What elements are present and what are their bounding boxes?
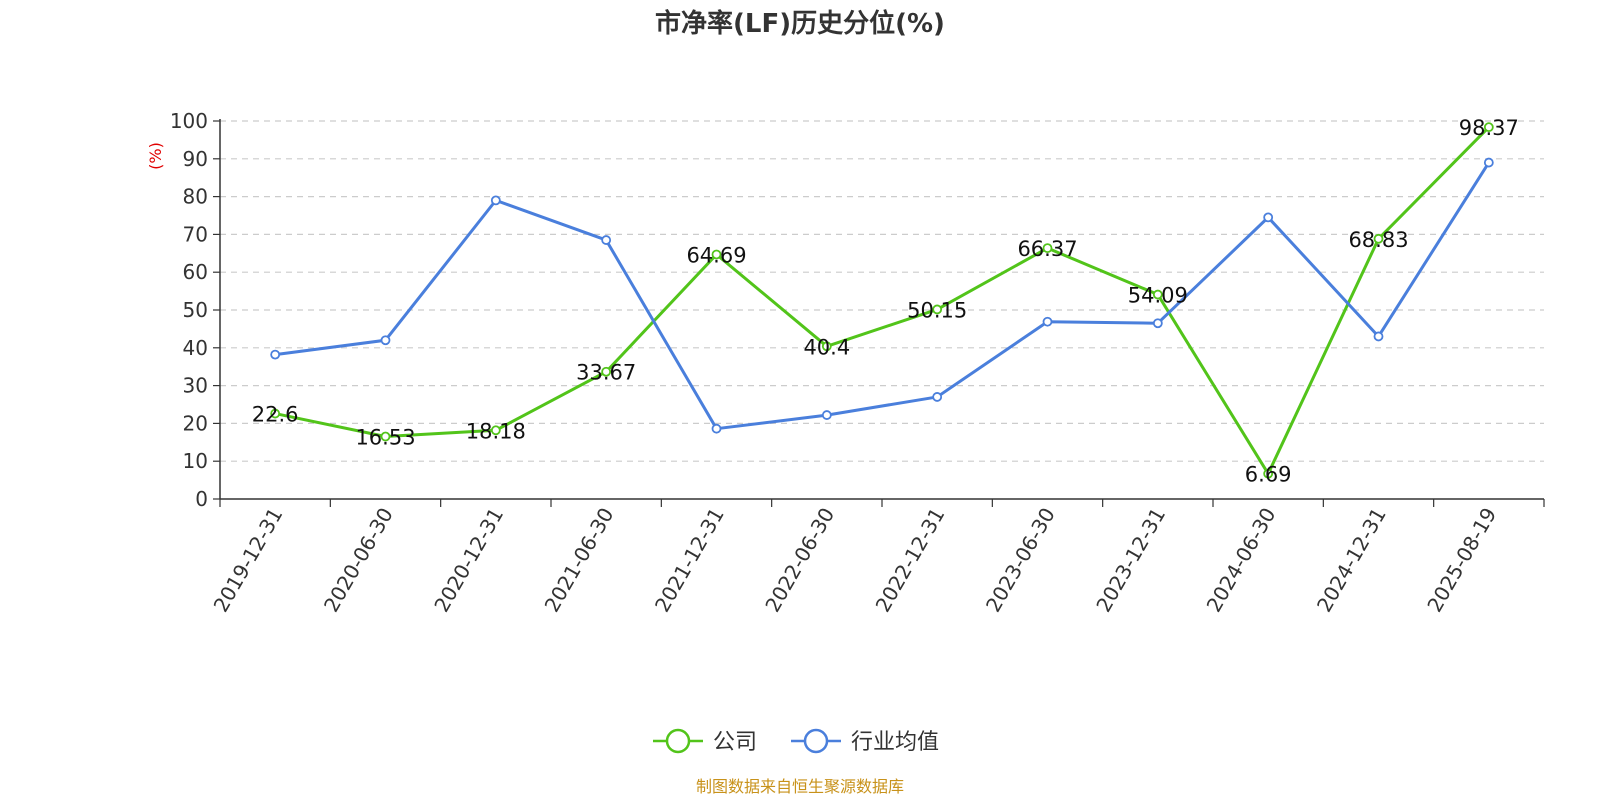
data-point-series-0[interactable] [380, 431, 391, 442]
y-axis-unit-label: (%) [146, 142, 165, 170]
y-tick-label: 100 [170, 109, 208, 133]
data-label: 66.37 [1017, 237, 1077, 261]
y-tick-label: 90 [183, 147, 208, 171]
data-label: 18.18 [466, 419, 526, 443]
legend-item-1[interactable]: 行业均值 [791, 728, 939, 755]
legend[interactable]: 公司 行业均值 [653, 728, 939, 755]
y-tick-label: 20 [183, 411, 208, 435]
x-tick-label: 2023-12-31 [1091, 504, 1170, 617]
x-tick-label: 2020-06-30 [319, 504, 398, 617]
y-tick-label: 0 [195, 487, 208, 511]
data-point-series-1[interactable] [711, 423, 722, 434]
data-point-series-1[interactable] [270, 349, 281, 360]
gridlines [220, 120, 1544, 462]
x-tick-label: 2023-06-30 [981, 504, 1060, 617]
y-tick-label: 30 [183, 374, 208, 398]
data-label: 98.37 [1459, 116, 1519, 140]
chart-title: 市净率(LF)历史分位(%) [655, 8, 945, 39]
axes: 0 10 20 30 40 50 60 70 80 90 100 2019-12-31 2020-06-… [170, 109, 1545, 617]
x-tick-label: 2024-12-31 [1312, 504, 1391, 617]
series-line-1 [274, 161, 1491, 431]
series-lines [270, 122, 1494, 479]
legend-circle-icon [665, 728, 691, 754]
data-point-series-0[interactable] [601, 366, 612, 377]
data-label: 64.69 [686, 243, 746, 267]
data-label: 50.15 [907, 298, 967, 322]
data-point-series-0[interactable] [932, 304, 943, 315]
data-label: 33.67 [576, 361, 636, 385]
data-label: 68.83 [1348, 228, 1408, 252]
data-point-series-0[interactable] [1263, 468, 1274, 479]
y-tick-label: 70 [183, 222, 208, 246]
data-point-series-0[interactable] [711, 249, 722, 260]
legend-label: 行业均值 [851, 730, 939, 755]
y-tick-label: 60 [183, 260, 208, 284]
data-point-series-1[interactable] [932, 392, 943, 402]
data-point-series-0[interactable] [1373, 233, 1384, 244]
legend-label: 公司 [713, 730, 757, 755]
data-label: 22.6 [252, 403, 299, 427]
data-point-series-0[interactable] [490, 425, 501, 436]
x-tick-label: 2019-12-31 [209, 504, 288, 617]
y-tick-label: 40 [183, 336, 208, 360]
x-tick-label: 2022-06-30 [760, 504, 839, 617]
data-point-series-0[interactable] [1042, 243, 1053, 254]
data-labels: 22.6 16.53 18.18 33.67 64.69 40.4 50.15 66.37 54… [252, 116, 1519, 487]
legend-item-0[interactable]: 公司 [653, 728, 757, 755]
data-label: 6.69 [1245, 463, 1292, 487]
data-point-series-1[interactable] [490, 195, 501, 206]
x-tick-label: 2021-06-30 [540, 504, 619, 617]
x-tick-label: 2021-12-31 [650, 504, 729, 617]
data-point-series-0[interactable] [270, 408, 281, 419]
data-point-series-1[interactable] [1483, 157, 1494, 168]
data-point-series-0[interactable] [1152, 289, 1163, 300]
x-tick-label: 2022-12-31 [871, 504, 950, 617]
data-point-series-1[interactable] [380, 335, 391, 346]
data-source-note: 制图数据来自恒生聚源数据库 [696, 777, 904, 796]
data-point-series-0[interactable] [1483, 122, 1494, 133]
series-line-0 [274, 126, 1490, 476]
x-tick-label: 2020-12-31 [429, 504, 508, 617]
y-tick-label: 80 [183, 185, 208, 209]
y-tick-label: 10 [183, 449, 208, 473]
y-tick-label: 50 [183, 298, 208, 322]
legend-circle-icon [803, 728, 829, 754]
data-point-series-1[interactable] [601, 235, 612, 245]
data-point-series-1[interactable] [821, 410, 832, 420]
x-tick-label: 2024-06-30 [1202, 504, 1281, 617]
data-label: 16.53 [355, 426, 415, 450]
data-point-series-1[interactable] [1373, 331, 1384, 342]
x-tick-label: 2025-08-19 [1422, 504, 1501, 617]
data-point-series-0[interactable] [821, 341, 832, 352]
data-point-series-1[interactable] [1152, 318, 1163, 329]
data-point-series-1[interactable] [1042, 316, 1053, 327]
data-label: 54.09 [1128, 284, 1188, 308]
data-label: 40.4 [803, 335, 850, 359]
data-point-series-1[interactable] [1263, 212, 1274, 223]
